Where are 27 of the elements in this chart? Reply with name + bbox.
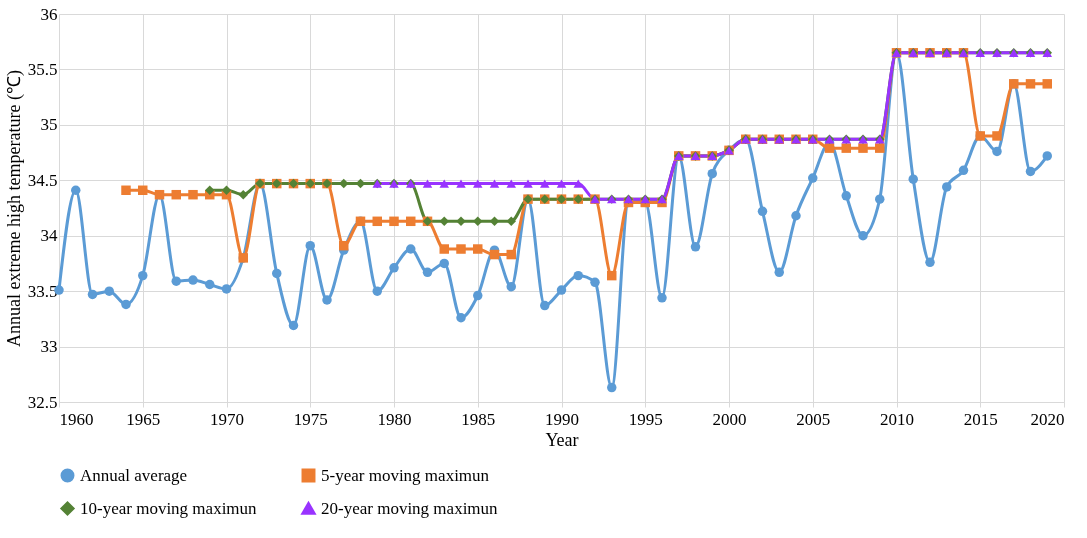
y-tick-label: 35 — [40, 115, 58, 135]
x-tick-label: 1960 — [59, 409, 94, 429]
y-tick-label: 35.5 — [27, 59, 58, 79]
y-tick-label: 32.5 — [27, 392, 58, 412]
x-tick-label: 2010 — [880, 409, 914, 429]
x-tick-label: 1965 — [126, 409, 161, 429]
y-tick-label: 34.5 — [27, 170, 58, 190]
y-tick-label: 33.5 — [27, 281, 58, 301]
y-axis-title: Annual extreme high temperature (℃) — [3, 70, 25, 347]
x-tick-label: 1980 — [377, 409, 412, 429]
x-tick-label: 2005 — [796, 409, 831, 429]
legend-label: Annual average — [80, 465, 188, 485]
x-axis-title: Year — [545, 429, 579, 450]
x-tick-label: 1985 — [461, 409, 496, 429]
y-tick-label: 36 — [40, 4, 58, 24]
x-tick-label: 1970 — [210, 409, 244, 429]
legend-label: 10-year moving maximun — [80, 498, 258, 518]
y-tick-label: 34 — [40, 226, 58, 246]
x-tick-label: 1995 — [628, 409, 663, 429]
x-tick-label: 1975 — [293, 409, 328, 429]
y-tick-label: 33 — [40, 337, 58, 357]
x-tick-label: 1990 — [545, 409, 579, 429]
legend-label: 20-year moving maximun — [321, 498, 499, 518]
x-tick-label: 2020 — [1030, 409, 1065, 429]
x-tick-label: 2015 — [963, 409, 998, 429]
legend-label: 5-year moving maximun — [321, 465, 490, 485]
x-tick-label: 2000 — [712, 409, 747, 429]
